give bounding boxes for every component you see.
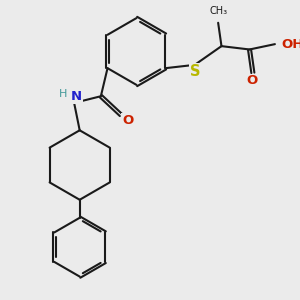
Text: CH₃: CH₃ [209, 6, 227, 16]
Text: S: S [190, 64, 200, 79]
Text: H: H [58, 89, 67, 99]
Text: OH: OH [282, 38, 300, 51]
Text: O: O [122, 114, 133, 127]
Text: N: N [71, 90, 82, 103]
Text: O: O [246, 74, 257, 87]
